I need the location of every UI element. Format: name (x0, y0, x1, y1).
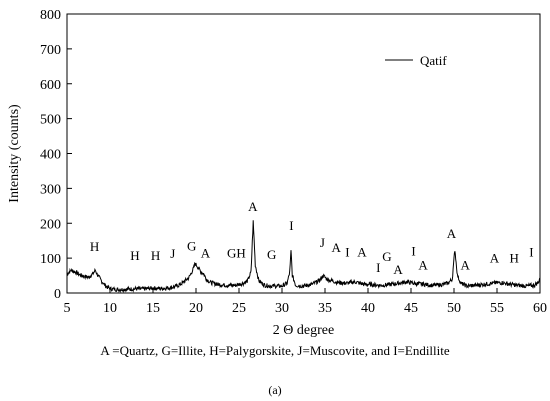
peak-label: I (529, 244, 533, 259)
peak-label: A (460, 257, 470, 272)
panel-label: (a) (268, 383, 282, 397)
x-tick-label: 45 (404, 301, 418, 316)
y-tick-label: 500 (40, 113, 61, 128)
y-tick-label: 800 (40, 8, 61, 23)
x-tick-label: 35 (318, 301, 332, 316)
x-tick-label: 50 (447, 301, 461, 316)
y-tick-label: 700 (40, 43, 61, 58)
peak-label: GH (227, 245, 246, 260)
peak-label: I (376, 260, 380, 275)
x-tick-label: 55 (490, 301, 504, 316)
peak-label: H (130, 248, 139, 263)
y-tick-label: 100 (40, 252, 61, 267)
peak-label: G (267, 247, 276, 262)
y-tick-label: 300 (40, 182, 61, 197)
peak-label: I (411, 243, 415, 258)
peak-label: J (320, 235, 325, 250)
x-tick-label: 20 (189, 301, 203, 316)
y-tick-label: 600 (40, 78, 61, 93)
plot-frame (66, 13, 541, 294)
legend-label-qatif: Qatif (420, 53, 447, 68)
peak-label: A (490, 250, 500, 265)
x-tick-label: 5 (64, 301, 71, 316)
series-layer (66, 220, 541, 294)
y-tick-label: 200 (40, 217, 61, 232)
x-tick-label: 40 (361, 301, 375, 316)
y-tick-label: 0 (54, 287, 61, 302)
legend: Qatif (385, 53, 447, 68)
peak-label: A (331, 240, 341, 255)
peak-label: I (345, 244, 349, 259)
x-tick-label: 10 (103, 301, 117, 316)
peak-label: I (289, 218, 293, 233)
peak-label: H (510, 250, 519, 265)
peak-label: G (187, 238, 196, 253)
peak-label: A (248, 199, 258, 214)
series-line-qatif (66, 220, 541, 294)
peak-label: A (393, 262, 403, 277)
peak-label: A (418, 257, 428, 272)
x-axis-ticks: 5 10 15 20 25 30 35 40 45 50 55 60 (64, 288, 547, 316)
x-tick-label: 30 (275, 301, 289, 316)
peak-label: A (201, 245, 211, 260)
mineral-legend-caption: A =Quartz, G=Illite, H=Palygorskite, J=M… (100, 343, 450, 358)
peak-label: A (357, 244, 367, 259)
peak-label: G (382, 249, 391, 264)
y-axis-ticks: 0 100 200 300 400 500 600 700 800 (40, 8, 72, 302)
peak-label: A (447, 226, 457, 241)
x-tick-label: 15 (146, 301, 160, 316)
peak-label: H (151, 248, 160, 263)
x-axis-title: 2 Θ degree (273, 323, 334, 338)
peak-label: J (170, 246, 175, 261)
x-tick-label: 25 (232, 301, 246, 316)
y-axis-title: Intensity (counts) (7, 104, 22, 203)
x-tick-label: 60 (533, 301, 547, 316)
y-tick-label: 400 (40, 148, 61, 163)
peak-label: H (90, 239, 99, 254)
